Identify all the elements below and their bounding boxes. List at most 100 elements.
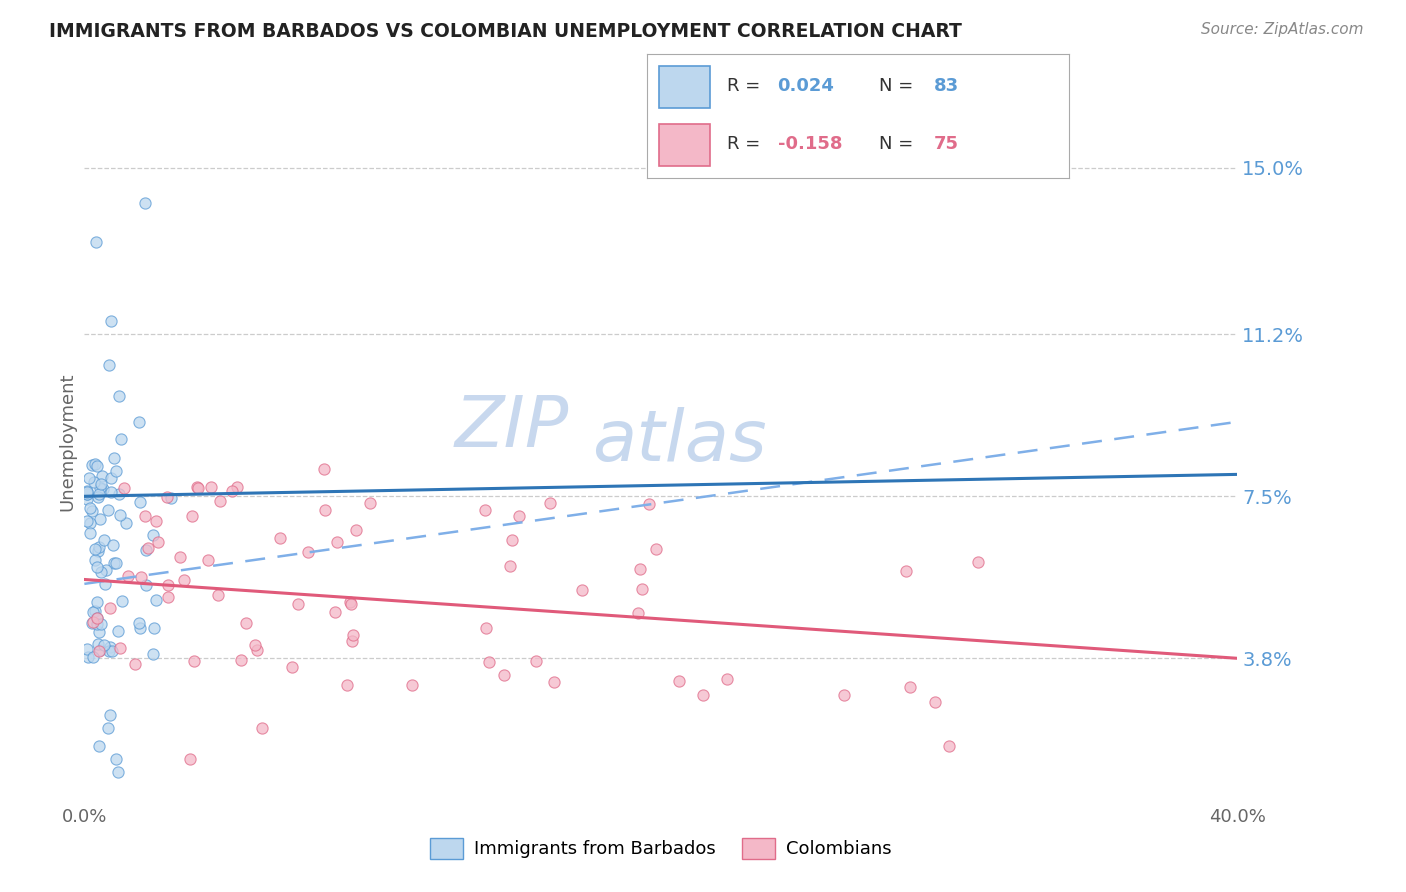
Point [108,388,131,402]
Point [716,673,738,687]
Point [91,468,114,483]
Point [94,577,117,591]
Point [83,475,105,489]
Point [208,494,231,508]
Point [76,483,98,498]
Point [76,642,98,657]
Point [474,503,496,517]
Point [105,556,128,570]
Point [339,595,361,609]
Point [183,654,205,668]
Point [128,495,150,509]
Point [898,680,921,694]
Point [76,649,98,664]
Point [76,486,98,500]
Point [501,533,523,547]
Point [76,491,98,506]
Point [508,509,530,524]
Point [340,634,363,648]
Point [86,610,108,624]
Point [79,526,101,541]
Point [84,541,107,556]
Legend: Immigrants from Barbados, Colombians: Immigrants from Barbados, Colombians [423,830,898,866]
Point [82,504,104,518]
Point [103,557,125,571]
Point [344,524,367,538]
Text: Source: ZipAtlas.com: Source: ZipAtlas.com [1201,22,1364,37]
Point [98,640,121,654]
Point [287,597,309,611]
Point [243,638,266,652]
Text: R =: R = [727,136,766,153]
Point [89,624,111,639]
FancyBboxPatch shape [659,124,710,166]
Point [200,480,222,494]
Point [924,695,946,709]
FancyBboxPatch shape [659,66,710,108]
Point [86,611,108,625]
Point [626,607,648,621]
Point [297,545,319,559]
Point [187,482,209,496]
Point [339,597,361,611]
Point [87,637,110,651]
Point [104,752,127,766]
Point [186,480,208,494]
Point [82,649,104,664]
Point [221,483,243,498]
Point [97,358,120,372]
Text: R =: R = [727,77,766,95]
Point [89,643,111,657]
Point [77,471,100,485]
Point [128,616,150,631]
Text: atlas: atlas [592,407,766,476]
Point [86,595,108,609]
Point [524,654,547,668]
Point [112,481,135,495]
Point [86,560,108,574]
Point [325,535,347,549]
Point [336,677,359,691]
Point [938,739,960,753]
Text: ZIP: ZIP [454,392,568,461]
Point [323,605,346,619]
Point [86,235,108,250]
Point [107,624,129,638]
Point [145,593,167,607]
Point [87,644,110,658]
Point [76,515,98,529]
Point [82,615,104,629]
Point [84,553,107,567]
Point [94,563,117,577]
Point [134,509,156,524]
Point [540,495,562,509]
Text: N =: N = [879,77,918,95]
Text: 75: 75 [934,136,959,153]
Point [91,483,114,497]
Point [142,528,165,542]
Point [100,314,122,328]
Point [142,647,165,661]
Point [98,708,121,723]
Point [342,627,364,641]
Point [87,739,110,753]
Point [86,616,108,631]
Point [498,559,520,574]
Point [269,532,291,546]
Point [492,668,515,682]
Point [93,638,115,652]
Point [143,621,166,635]
Point [148,534,170,549]
Point [79,516,101,530]
Point [207,588,229,602]
Point [692,688,714,702]
Point [134,195,156,210]
Point [87,491,110,505]
Point [93,533,115,547]
Point [160,491,183,505]
Point [645,542,668,557]
Point [98,644,121,658]
Point [235,615,257,630]
Point [90,477,112,491]
Point [967,555,990,569]
